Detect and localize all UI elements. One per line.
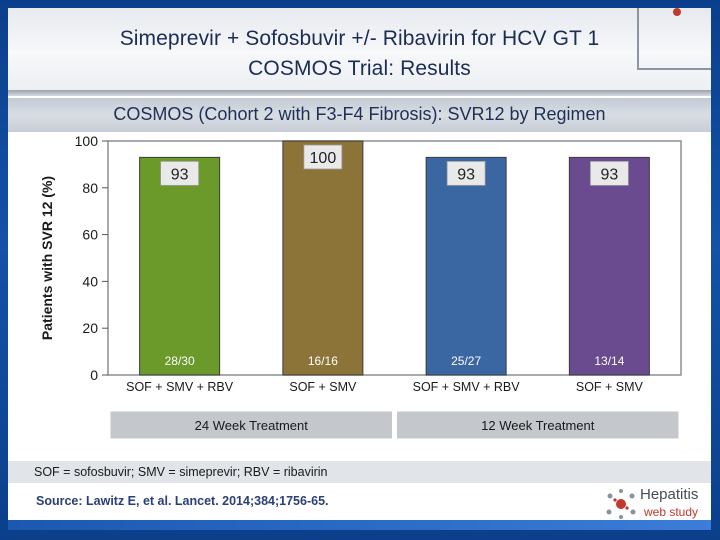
y-tick-label: 0	[90, 367, 98, 383]
source-citation: Source: Lawitz E, et al. Lancet. 2014;38…	[36, 494, 329, 508]
group-label: 12 Week Treatment	[481, 418, 595, 433]
logo-molecule-icon	[606, 489, 636, 519]
n-label: 13/14	[594, 354, 624, 368]
data-label: 93	[600, 166, 618, 183]
corner-dot-icon	[673, 8, 681, 16]
title-line-1: Simeprevir + Sofosbuvir +/- Ribavirin fo…	[119, 27, 600, 50]
x-tick-label: SOF + SMV	[576, 380, 644, 394]
bar-chart: 0 20 40 60 80 100 Patients with SVR 12 (%) 93 28…	[39, 133, 682, 440]
y-tick-label: 60	[82, 227, 98, 243]
bar	[425, 156, 507, 376]
data-label: 93	[171, 166, 189, 183]
corner-frame	[637, 8, 711, 70]
bar	[568, 156, 650, 376]
footnote: SOF = sofosbuvir; SMV = simeprevir; RBV …	[34, 465, 328, 479]
value-label-box	[160, 160, 200, 186]
slide: Simeprevir + Sofosbuvir +/- Ribavirin fo…	[8, 8, 711, 530]
footnote-bar: SOF = sofosbuvir; SMV = simeprevir; RBV …	[8, 461, 711, 483]
chart-subtitle: COSMOS (Cohort 2 with F3-F4 Fibrosis): S…	[113, 104, 606, 124]
data-label: 93	[457, 166, 475, 183]
bar	[282, 140, 364, 376]
bar	[139, 156, 221, 376]
x-tick-label: SOF + SMV + RBV	[126, 380, 234, 394]
n-label: 25/27	[451, 354, 481, 368]
y-tick-label: 20	[82, 320, 98, 336]
y-tick-label: 80	[82, 180, 98, 196]
n-label: 16/16	[308, 354, 338, 368]
group-label-box	[109, 410, 393, 440]
logo-text-secondary: web study	[644, 505, 699, 519]
value-label-box	[446, 160, 486, 186]
n-label: 28/30	[165, 354, 195, 368]
bottom-strip	[8, 520, 711, 530]
value-label-box	[589, 160, 629, 186]
value-label-box	[303, 144, 343, 170]
y-tick-label: 100	[75, 133, 99, 149]
x-tick-label: SOF + SMV + RBV	[413, 380, 521, 394]
group-label-box	[396, 410, 680, 440]
subtitle-bar: COSMOS (Cohort 2 with F3-F4 Fibrosis): S…	[8, 98, 711, 132]
y-tick-label: 40	[82, 273, 98, 289]
title-line-2: COSMOS Trial: Results	[248, 57, 471, 80]
data-label: 100	[310, 150, 337, 167]
hepatitis-web-study-logo: Hepatitis web study	[604, 484, 708, 524]
group-label: 24 Week Treatment	[195, 418, 309, 433]
logo-text-primary: Hepatitis	[640, 486, 699, 503]
y-axis-label: Patients with SVR 12 (%)	[39, 176, 55, 340]
header-divider	[8, 90, 711, 96]
x-tick-label: SOF + SMV	[289, 380, 357, 394]
header: Simeprevir + Sofosbuvir +/- Ribavirin fo…	[8, 8, 711, 90]
